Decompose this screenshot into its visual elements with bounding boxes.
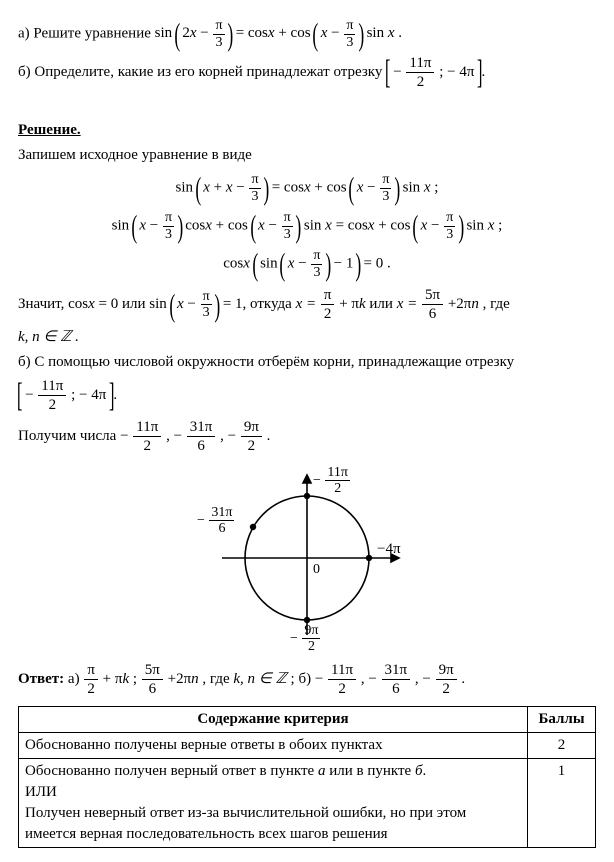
right: − 4π — [447, 64, 474, 80]
problem-b: б) Определите, какие из его корней прина… — [18, 54, 596, 91]
answer-label: Ответ: — [18, 671, 64, 687]
solution-line0: Запишем исходное уравнение в виде — [18, 145, 596, 166]
score-cell: 1 — [528, 759, 596, 848]
answer-line: Ответ: а) π2 + πk ; 5π6 +2πn , где k, n … — [18, 661, 596, 698]
table-header-row: Содержание критерия Баллы — [19, 707, 596, 733]
b-selection: б) С помощью числовой окружности отберём… — [18, 352, 596, 373]
coef: 2 — [182, 25, 190, 41]
lbracket: [ — [385, 56, 391, 90]
semi: ; — [439, 64, 447, 80]
frac-11pi-2: 11π2 — [406, 54, 434, 91]
minus: − — [331, 25, 343, 41]
col-criterion: Содержание критерия — [19, 707, 528, 733]
text: а) Решите уравнение — [18, 25, 155, 41]
dot: . — [398, 25, 402, 41]
problem-a: а) Решите уравнение sin ( 2x − π3 ) = co… — [18, 18, 596, 50]
criterion-cell: Обоснованно получен верный ответ в пункт… — [19, 759, 528, 848]
svg-text:0: 0 — [313, 562, 320, 577]
score-cell: 2 — [528, 733, 596, 759]
plus-cos: + cos — [278, 25, 310, 41]
rbracket: ] — [477, 56, 483, 90]
sin-post: sin — [367, 25, 388, 41]
eq-cos: = cos — [236, 25, 268, 41]
lparen: ( — [313, 18, 319, 50]
b-interval: [ − 11π2 ; − 4π ]. — [18, 377, 596, 414]
table-row: Обоснованно получены верные ответы в обо… — [19, 733, 596, 759]
lparen: ( — [174, 18, 180, 50]
svg-text:−4π: −4π — [377, 541, 401, 557]
frac-pi-3: π3 — [344, 18, 355, 50]
text: б) Определите, какие из его корней прина… — [18, 64, 386, 80]
var: x — [388, 25, 395, 41]
rparen: ) — [228, 18, 234, 50]
kn-line: k, n ∈ ℤ . — [18, 327, 596, 348]
means-line: Значит, cosx = 0 или sin ( x − π3 ) = 1,… — [18, 286, 596, 323]
table-row: Обоснованно получен верный ответ в пункт… — [19, 759, 596, 848]
var: x — [321, 25, 328, 41]
solution-heading: Решение. — [18, 120, 596, 141]
unit-circle-diagram: − 11π2 − 31π6 −4π − 9π2 0 — [187, 463, 427, 653]
sin: sin — [155, 25, 173, 41]
heading: Решение. — [18, 122, 81, 138]
minus: − — [393, 64, 405, 80]
got-numbers: Получим числа − 11π2 , − 31π6 , − 9π2 . — [18, 418, 596, 455]
minus: − — [200, 25, 212, 41]
rparen: ) — [359, 18, 365, 50]
eq-line-2: sin ( x − π3 ) cosx + cos ( x − π3 ) sin… — [18, 210, 596, 242]
rubric-table: Содержание критерия Баллы Обоснованно по… — [18, 706, 596, 848]
frac-pi-3: π3 — [213, 18, 224, 50]
col-score: Баллы — [528, 707, 596, 733]
criterion-cell: Обоснованно получены верные ответы в обо… — [19, 733, 528, 759]
eq-line-3: cosx ( sin ( x − π3 ) − 1 ) = 0 . — [18, 248, 596, 280]
var: x — [190, 25, 197, 41]
var: x — [268, 25, 275, 41]
eq-line-1: sin ( x + x − π3 ) = cosx + cos ( x − π3… — [18, 172, 596, 204]
